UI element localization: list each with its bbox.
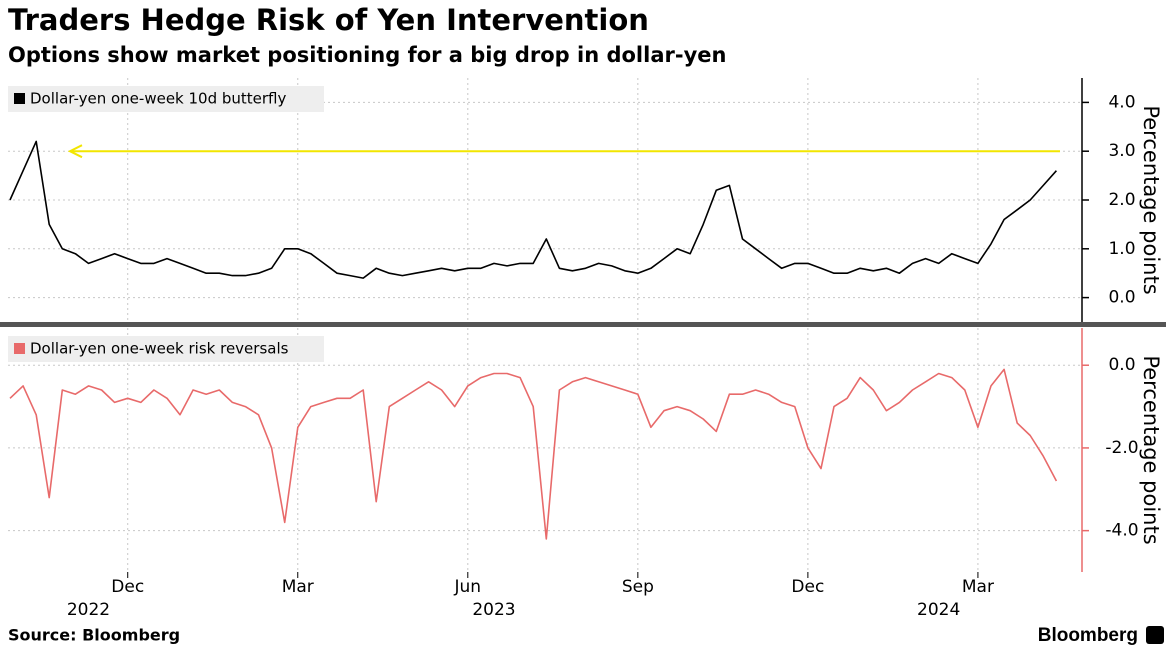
y-tick-label: -2.0 [1105, 438, 1138, 458]
x-tick-label: Mar [962, 577, 994, 597]
legend-label: Dollar-yen one-week risk reversals [30, 340, 289, 358]
x-tick-label: Sep [622, 577, 654, 597]
legend-box [8, 336, 324, 362]
series-line [9, 368, 1058, 540]
y-tick-label: 1.0 [1108, 239, 1135, 259]
brand-icon [1146, 626, 1164, 644]
x-tick-label: Jun [454, 577, 482, 597]
x-tick-label: Dec [791, 577, 824, 597]
y-axis-label: Percentage points [1139, 355, 1163, 544]
reference-arrow [67, 144, 83, 159]
x-tick-label: Mar [282, 577, 314, 597]
series-line [9, 140, 1057, 279]
legend-swatch [14, 93, 25, 104]
legend-swatch [14, 343, 25, 354]
y-tick-label: 2.0 [1108, 190, 1135, 210]
y-tick-label: 0.0 [1108, 288, 1135, 308]
legend-box [8, 86, 324, 112]
y-axis-label: Percentage points [1139, 105, 1163, 294]
title: Traders Hedge Risk of Yen Intervention [8, 3, 649, 37]
y-tick-label: 4.0 [1108, 92, 1135, 112]
brand: Bloomberg [1038, 625, 1138, 646]
source: Source: Bloomberg [8, 626, 180, 645]
y-tick-label: -4.0 [1105, 521, 1138, 541]
x-year-label: 2022 [67, 600, 110, 620]
panel-divider [0, 322, 1166, 327]
subtitle: Options show market positioning for a bi… [8, 43, 726, 67]
x-year-label: 2023 [472, 600, 515, 620]
x-year-label: 2024 [917, 600, 960, 620]
y-tick-label: 3.0 [1108, 141, 1135, 161]
x-tick-label: Dec [111, 577, 144, 597]
y-tick-label: 0.0 [1108, 355, 1135, 375]
legend-label: Dollar-yen one-week 10d butterfly [30, 90, 287, 108]
